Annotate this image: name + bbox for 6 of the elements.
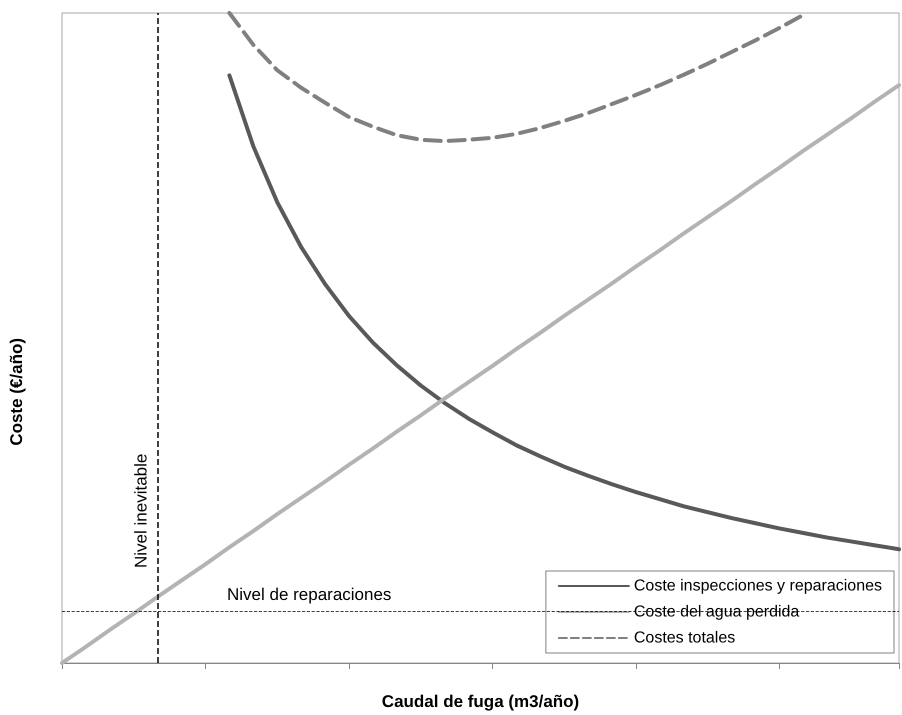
- ref-line-label: Nivel de reparaciones: [227, 585, 392, 604]
- legend-label: Costes totales: [634, 630, 736, 646]
- x-axis-title: Caudal de fuga (m3/año): [382, 692, 580, 711]
- y-axis-title: Coste (€/año): [7, 338, 26, 446]
- legend-label: Coste inspecciones y reparaciones: [634, 578, 882, 594]
- annotation: Nivel inevitable: [132, 454, 151, 568]
